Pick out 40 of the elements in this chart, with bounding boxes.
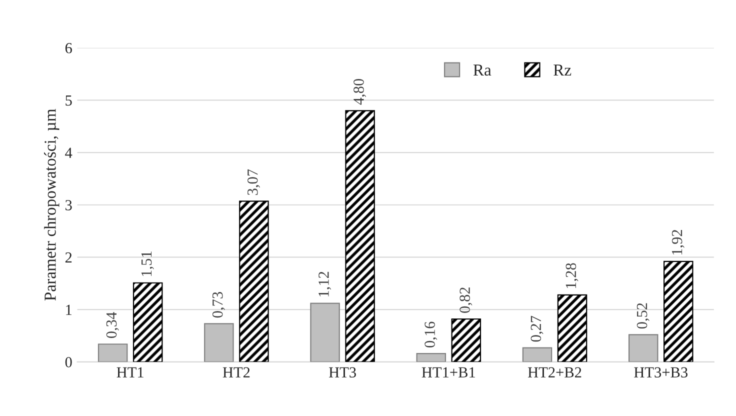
bar bbox=[557, 294, 588, 362]
x-tick-label: HT2+B2 bbox=[528, 367, 582, 378]
y-tick-label: 1 bbox=[66, 304, 72, 315]
bar bbox=[451, 318, 482, 362]
data-label: 0,73 bbox=[212, 292, 225, 318]
y-tick-label: 5 bbox=[66, 95, 72, 106]
bar bbox=[132, 282, 163, 362]
bar bbox=[522, 347, 552, 362]
bar bbox=[98, 344, 128, 362]
bar bbox=[663, 260, 694, 362]
data-label: 1,28 bbox=[566, 263, 578, 288]
y-axis-title: Parametr chropowatości, µm bbox=[44, 108, 60, 301]
y-tick-label: 3 bbox=[66, 200, 72, 210]
data-label: 0,16 bbox=[424, 322, 438, 348]
x-tick-label: HT3 bbox=[328, 367, 356, 378]
data-label: 4,80 bbox=[354, 78, 366, 105]
y-tick-label: 6 bbox=[65, 43, 72, 54]
x-tick-label: HT1 bbox=[116, 367, 144, 378]
y-tick-label: 2 bbox=[65, 252, 72, 263]
x-tick-label: HT3+B3 bbox=[634, 367, 688, 378]
x-tick-label: HT1+B1 bbox=[422, 367, 475, 378]
bar bbox=[345, 110, 375, 362]
bar bbox=[239, 200, 269, 362]
x-tick-label: HT2 bbox=[222, 367, 250, 378]
y-tick-label: 4 bbox=[65, 148, 72, 158]
y-tick-label: 0 bbox=[65, 357, 72, 368]
legend-label: Rz bbox=[554, 64, 572, 76]
data-label: 1,51 bbox=[141, 252, 154, 276]
bar bbox=[628, 334, 658, 362]
data-label: 0,52 bbox=[636, 303, 650, 329]
data-label: 0,27 bbox=[530, 316, 544, 342]
bar bbox=[204, 323, 234, 362]
legend-label: Ra bbox=[473, 64, 492, 76]
data-label: 1,12 bbox=[318, 272, 332, 296]
data-label: 1,92 bbox=[672, 230, 684, 255]
data-label: 0,34 bbox=[106, 312, 119, 338]
data-label: 0,82 bbox=[460, 288, 472, 313]
data-label: 3,07 bbox=[247, 169, 260, 195]
bar bbox=[310, 302, 340, 362]
bar bbox=[416, 352, 446, 362]
